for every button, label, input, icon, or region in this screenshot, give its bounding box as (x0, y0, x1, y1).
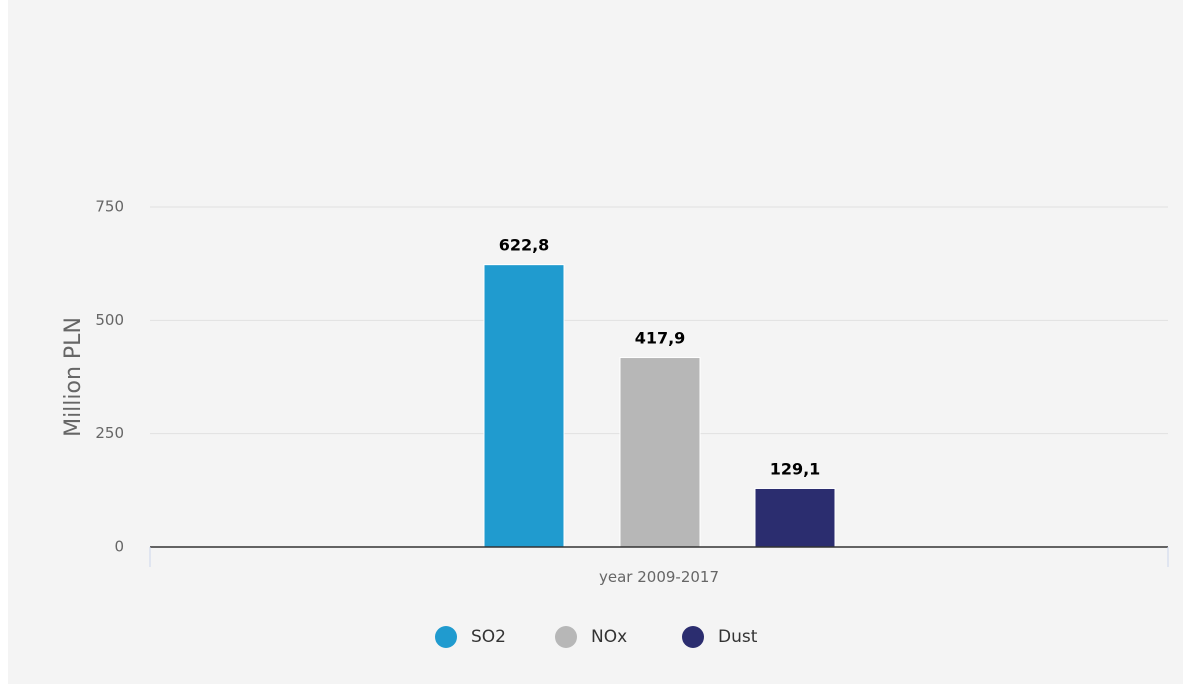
x-axis-category-label: year 2009-2017 (599, 568, 719, 586)
legend-item-so2[interactable]: SO2 (435, 626, 506, 648)
y-tick-label: 0 (114, 538, 124, 556)
y-tick-label: 250 (95, 424, 124, 442)
legend-label-dust: Dust (718, 627, 758, 647)
y-axis-ticks: 0 250 500 750 (95, 198, 124, 556)
bar-nox[interactable] (619, 357, 701, 548)
legend: SO2 NOx Dust (435, 626, 758, 648)
legend-item-nox[interactable]: NOx (555, 626, 627, 648)
bar-dust[interactable] (754, 487, 836, 548)
chart-background: 0 250 500 750 Million PLN 622,8 417,9 129,1 y… (8, 0, 1183, 684)
data-labels: 622,8 417,9 129,1 (499, 236, 821, 479)
data-label-so2: 622,8 (499, 236, 550, 255)
y-tick-label: 750 (95, 198, 124, 216)
bars (483, 264, 836, 548)
y-axis-label: Million PLN (61, 317, 86, 437)
data-label-nox: 417,9 (635, 329, 686, 348)
legend-label-nox: NOx (591, 627, 627, 647)
legend-item-dust[interactable]: Dust (682, 626, 758, 648)
data-label-dust: 129,1 (770, 459, 821, 478)
legend-label-so2: SO2 (471, 627, 506, 647)
legend-marker-dust (682, 626, 704, 648)
legend-marker-nox (555, 626, 577, 648)
legend-marker-so2 (435, 626, 457, 648)
bar-chart: 0 250 500 750 Million PLN 622,8 417,9 129,1 y… (61, 198, 1169, 648)
bar-so2[interactable] (483, 264, 565, 548)
y-tick-label: 500 (95, 311, 124, 329)
